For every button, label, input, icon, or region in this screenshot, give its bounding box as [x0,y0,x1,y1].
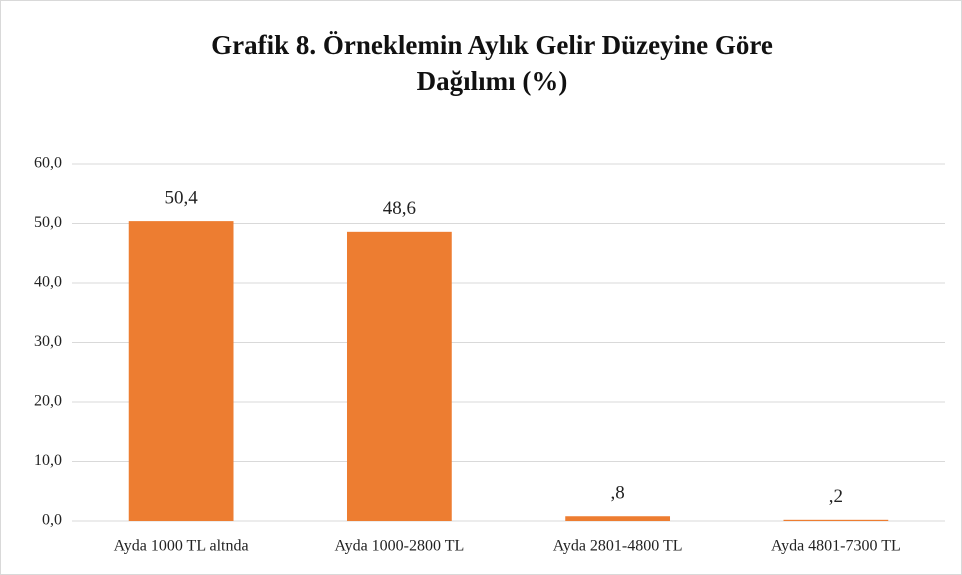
y-tick-label: 10,0 [34,452,62,469]
y-tick-label: 0,0 [42,512,62,529]
bar [128,221,234,521]
chart-title: Grafik 8. Örneklemin Aylık Gelir Düzeyin… [211,30,773,60]
x-tick-label: Ayda 1000-2800 TL [334,538,464,555]
y-tick-label: 30,0 [34,333,62,350]
bar [783,519,889,521]
value-label: 50,4 [165,187,199,208]
value-label: 48,6 [383,198,416,219]
y-tick-label: 20,0 [34,393,62,410]
bar [346,231,452,521]
value-label: ,8 [611,483,625,504]
value-label: ,2 [829,486,843,507]
y-tick-label: 40,0 [34,274,62,291]
x-tick-label: Ayda 1000 TL altnda [114,538,249,555]
bar [565,516,671,521]
y-tick-label: 50,0 [34,214,62,231]
chart-title: Dağılımı (%) [417,66,568,96]
x-tick-label: Ayda 4801-7300 TL [771,538,901,555]
y-tick-label: 60,0 [34,155,62,172]
x-tick-label: Ayda 2801-4800 TL [553,538,683,555]
